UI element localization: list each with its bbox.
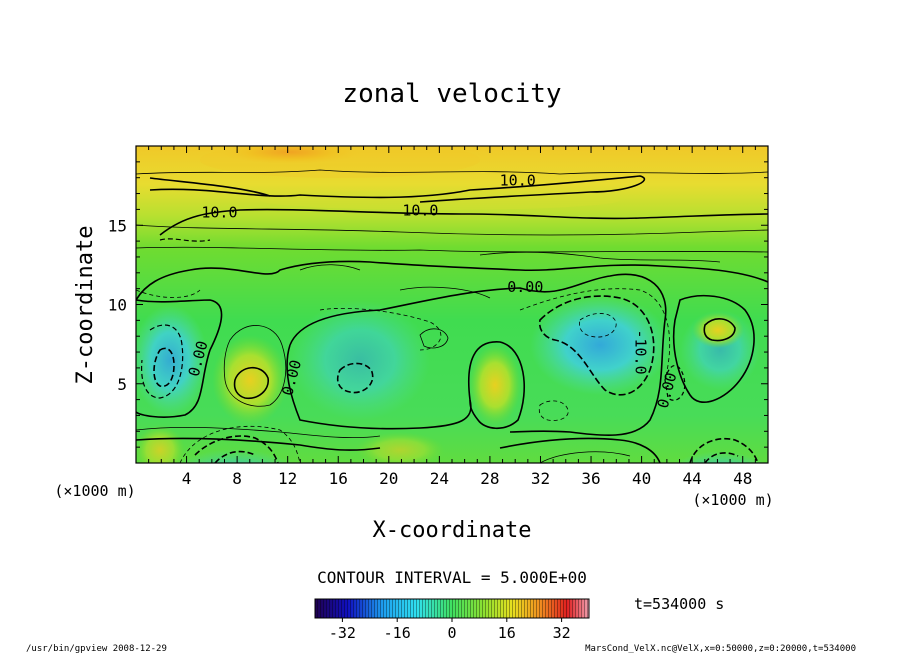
x-tick-label: 36 bbox=[581, 469, 600, 488]
x-tick-label: 16 bbox=[329, 469, 348, 488]
chart-title: zonal velocity bbox=[342, 79, 561, 109]
x-tick-label: 20 bbox=[379, 469, 398, 488]
y-tick-labels: 5 10 15 bbox=[108, 216, 127, 394]
colorbar-tick-label: 0 bbox=[447, 624, 456, 642]
x-tick-labels: 4 8 12 16 20 24 28 32 36 40 44 48 bbox=[182, 469, 753, 488]
frame-ticks bbox=[136, 146, 768, 463]
x-tick-label: 32 bbox=[531, 469, 550, 488]
x-tick-label: 28 bbox=[480, 469, 499, 488]
x-tick-label: 12 bbox=[278, 469, 297, 488]
contour-label: 10.0 bbox=[500, 172, 536, 190]
x-unit-left: (×1000 m) bbox=[54, 482, 135, 500]
x-tick-label: 24 bbox=[430, 469, 449, 488]
x-tick-label: 48 bbox=[733, 469, 752, 488]
x-tick-label: 8 bbox=[232, 469, 242, 488]
footer-left: /usr/bin/gpview 2008-12-29 bbox=[26, 644, 167, 654]
contour-lines bbox=[136, 169, 768, 463]
colorbar-divisions bbox=[315, 599, 589, 618]
contour-label: 0.00 bbox=[507, 278, 543, 296]
colorbar-ticks: -32 -16 0 16 32 bbox=[329, 618, 571, 642]
footer-right: MarsCond_VelX.nc@VelX,x=0:50000,z=0:2000… bbox=[585, 644, 856, 654]
x-tick-label: 40 bbox=[632, 469, 651, 488]
y-tick-label: 15 bbox=[108, 216, 127, 235]
x-axis-label: X-coordinate bbox=[373, 518, 532, 543]
x-tick-label: 44 bbox=[683, 469, 702, 488]
colorbar-tick-label: -16 bbox=[384, 624, 411, 642]
y-tick-label: 10 bbox=[108, 296, 127, 315]
colorbar: -32 -16 0 16 32 bbox=[314, 598, 590, 642]
contour-interval: CONTOUR INTERVAL = 5.000E+00 bbox=[317, 568, 587, 587]
colorbar-tick-label: -32 bbox=[329, 624, 356, 642]
colorbar-tick-label: 32 bbox=[553, 624, 571, 642]
y-tick-label: 5 bbox=[117, 375, 127, 394]
time-label: t=534000 s bbox=[634, 595, 724, 613]
x-tick-label: 4 bbox=[182, 469, 192, 488]
contour-label: 10.0 bbox=[201, 203, 237, 221]
colorbar-tick-label: 16 bbox=[498, 624, 516, 642]
x-unit-right: (×1000 m) bbox=[692, 491, 773, 509]
contour-label: 10.0 bbox=[402, 202, 438, 220]
contour-label: -10.0 bbox=[631, 329, 649, 374]
plot-area: 10.010.010.00.000.00 0.00 0.00-10.0 4 8 12 16… bbox=[108, 145, 769, 488]
y-axis-label: Z-coordinate bbox=[73, 226, 98, 385]
